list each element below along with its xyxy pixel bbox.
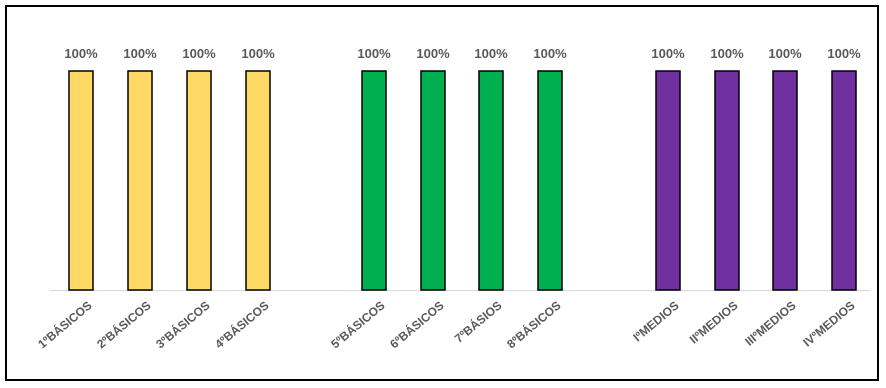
x-tick-label-5: 5ºBÁSICOS [328, 298, 388, 352]
data-label-11: 100% [768, 46, 802, 61]
bar-7 [478, 70, 504, 291]
bar-12 [831, 70, 857, 291]
x-tick-label-6: 6ºBÁSICOS [387, 298, 447, 352]
data-label-9: 100% [651, 46, 685, 61]
x-tick-label-2: 2ºBÁSICOS [94, 298, 154, 352]
bar-2 [127, 70, 153, 291]
x-tick-label-12: IVºMEDIOS [800, 298, 857, 349]
data-label-12: 100% [827, 46, 861, 61]
bar-8 [537, 70, 563, 291]
x-tick-label-3: 3ºBÁSICOS [153, 298, 213, 352]
data-label-7: 100% [474, 46, 508, 61]
x-tick-label-11: IIIºMEDIOS [742, 298, 798, 348]
x-tick-label-8: 8ºBÁSICOS [504, 298, 564, 352]
data-label-2: 100% [123, 46, 157, 61]
bar-6 [420, 70, 446, 291]
bar-11 [772, 70, 798, 291]
data-label-5: 100% [357, 46, 391, 61]
x-tick-label-1: 1ºBÁSICOS [35, 298, 95, 352]
bar-9 [655, 70, 681, 291]
bar-5 [361, 70, 387, 291]
x-tick-label-10: IIºMEDIOS [687, 298, 741, 346]
bars-group [68, 70, 857, 291]
x-tick-labels-group: 1ºBÁSICOS 2ºBÁSICOS 3ºBÁSICOS 4ºBÁSICOS 5ºBÁ… [35, 298, 858, 352]
x-tick-label-7: 7ºBÁSIOS [451, 298, 504, 346]
data-label-8: 100% [533, 46, 567, 61]
data-label-3: 100% [182, 46, 216, 61]
data-label-1: 100% [64, 46, 98, 61]
bar-3 [186, 70, 212, 291]
x-tick-label-4: 4ºBÁSICOS [212, 298, 272, 352]
bar-10 [714, 70, 740, 291]
bar-1 [68, 70, 94, 291]
bar-4 [245, 70, 271, 291]
data-label-10: 100% [710, 46, 744, 61]
data-labels-group: 100% 100% 100% 100% 100% 100% 100% 100% 100% 100%… [64, 46, 861, 61]
data-label-4: 100% [241, 46, 275, 61]
x-tick-label-9: IºMEDIOS [630, 298, 681, 344]
data-label-6: 100% [416, 46, 450, 61]
